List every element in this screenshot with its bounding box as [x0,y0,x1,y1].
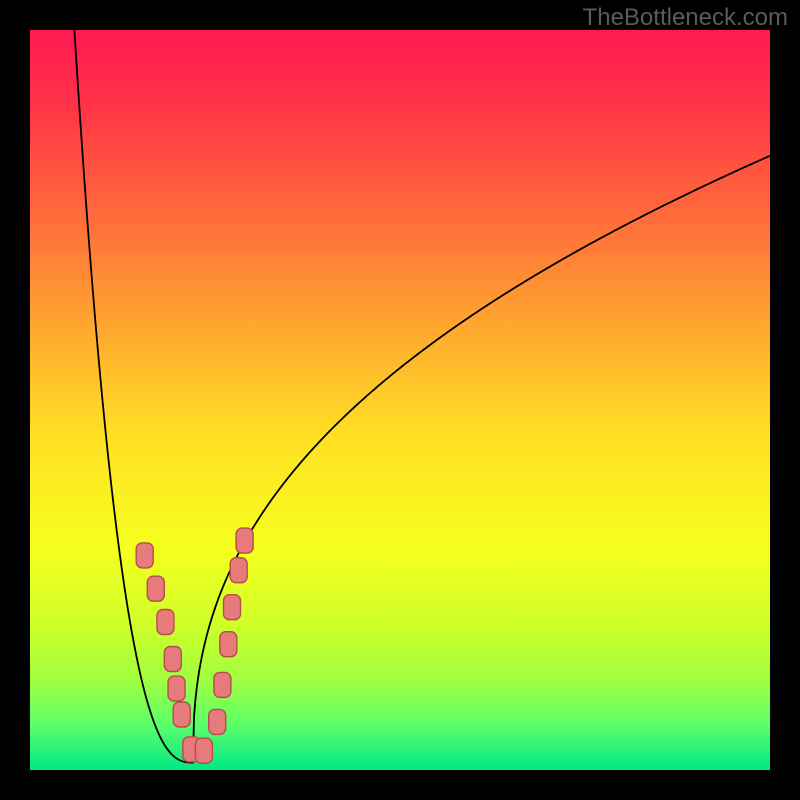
marker [164,647,181,672]
marker [168,676,185,701]
marker [173,702,190,727]
marker [220,632,237,657]
marker [209,709,226,734]
chart-background [30,30,770,770]
marker [195,738,212,763]
marker [214,672,231,697]
marker [224,595,241,620]
marker [157,610,174,635]
marker [147,576,164,601]
watermark-text: TheBottleneck.com [583,4,788,32]
marker [136,543,153,568]
bottleneck-chart [30,30,770,770]
marker [230,558,247,583]
marker [236,528,253,553]
